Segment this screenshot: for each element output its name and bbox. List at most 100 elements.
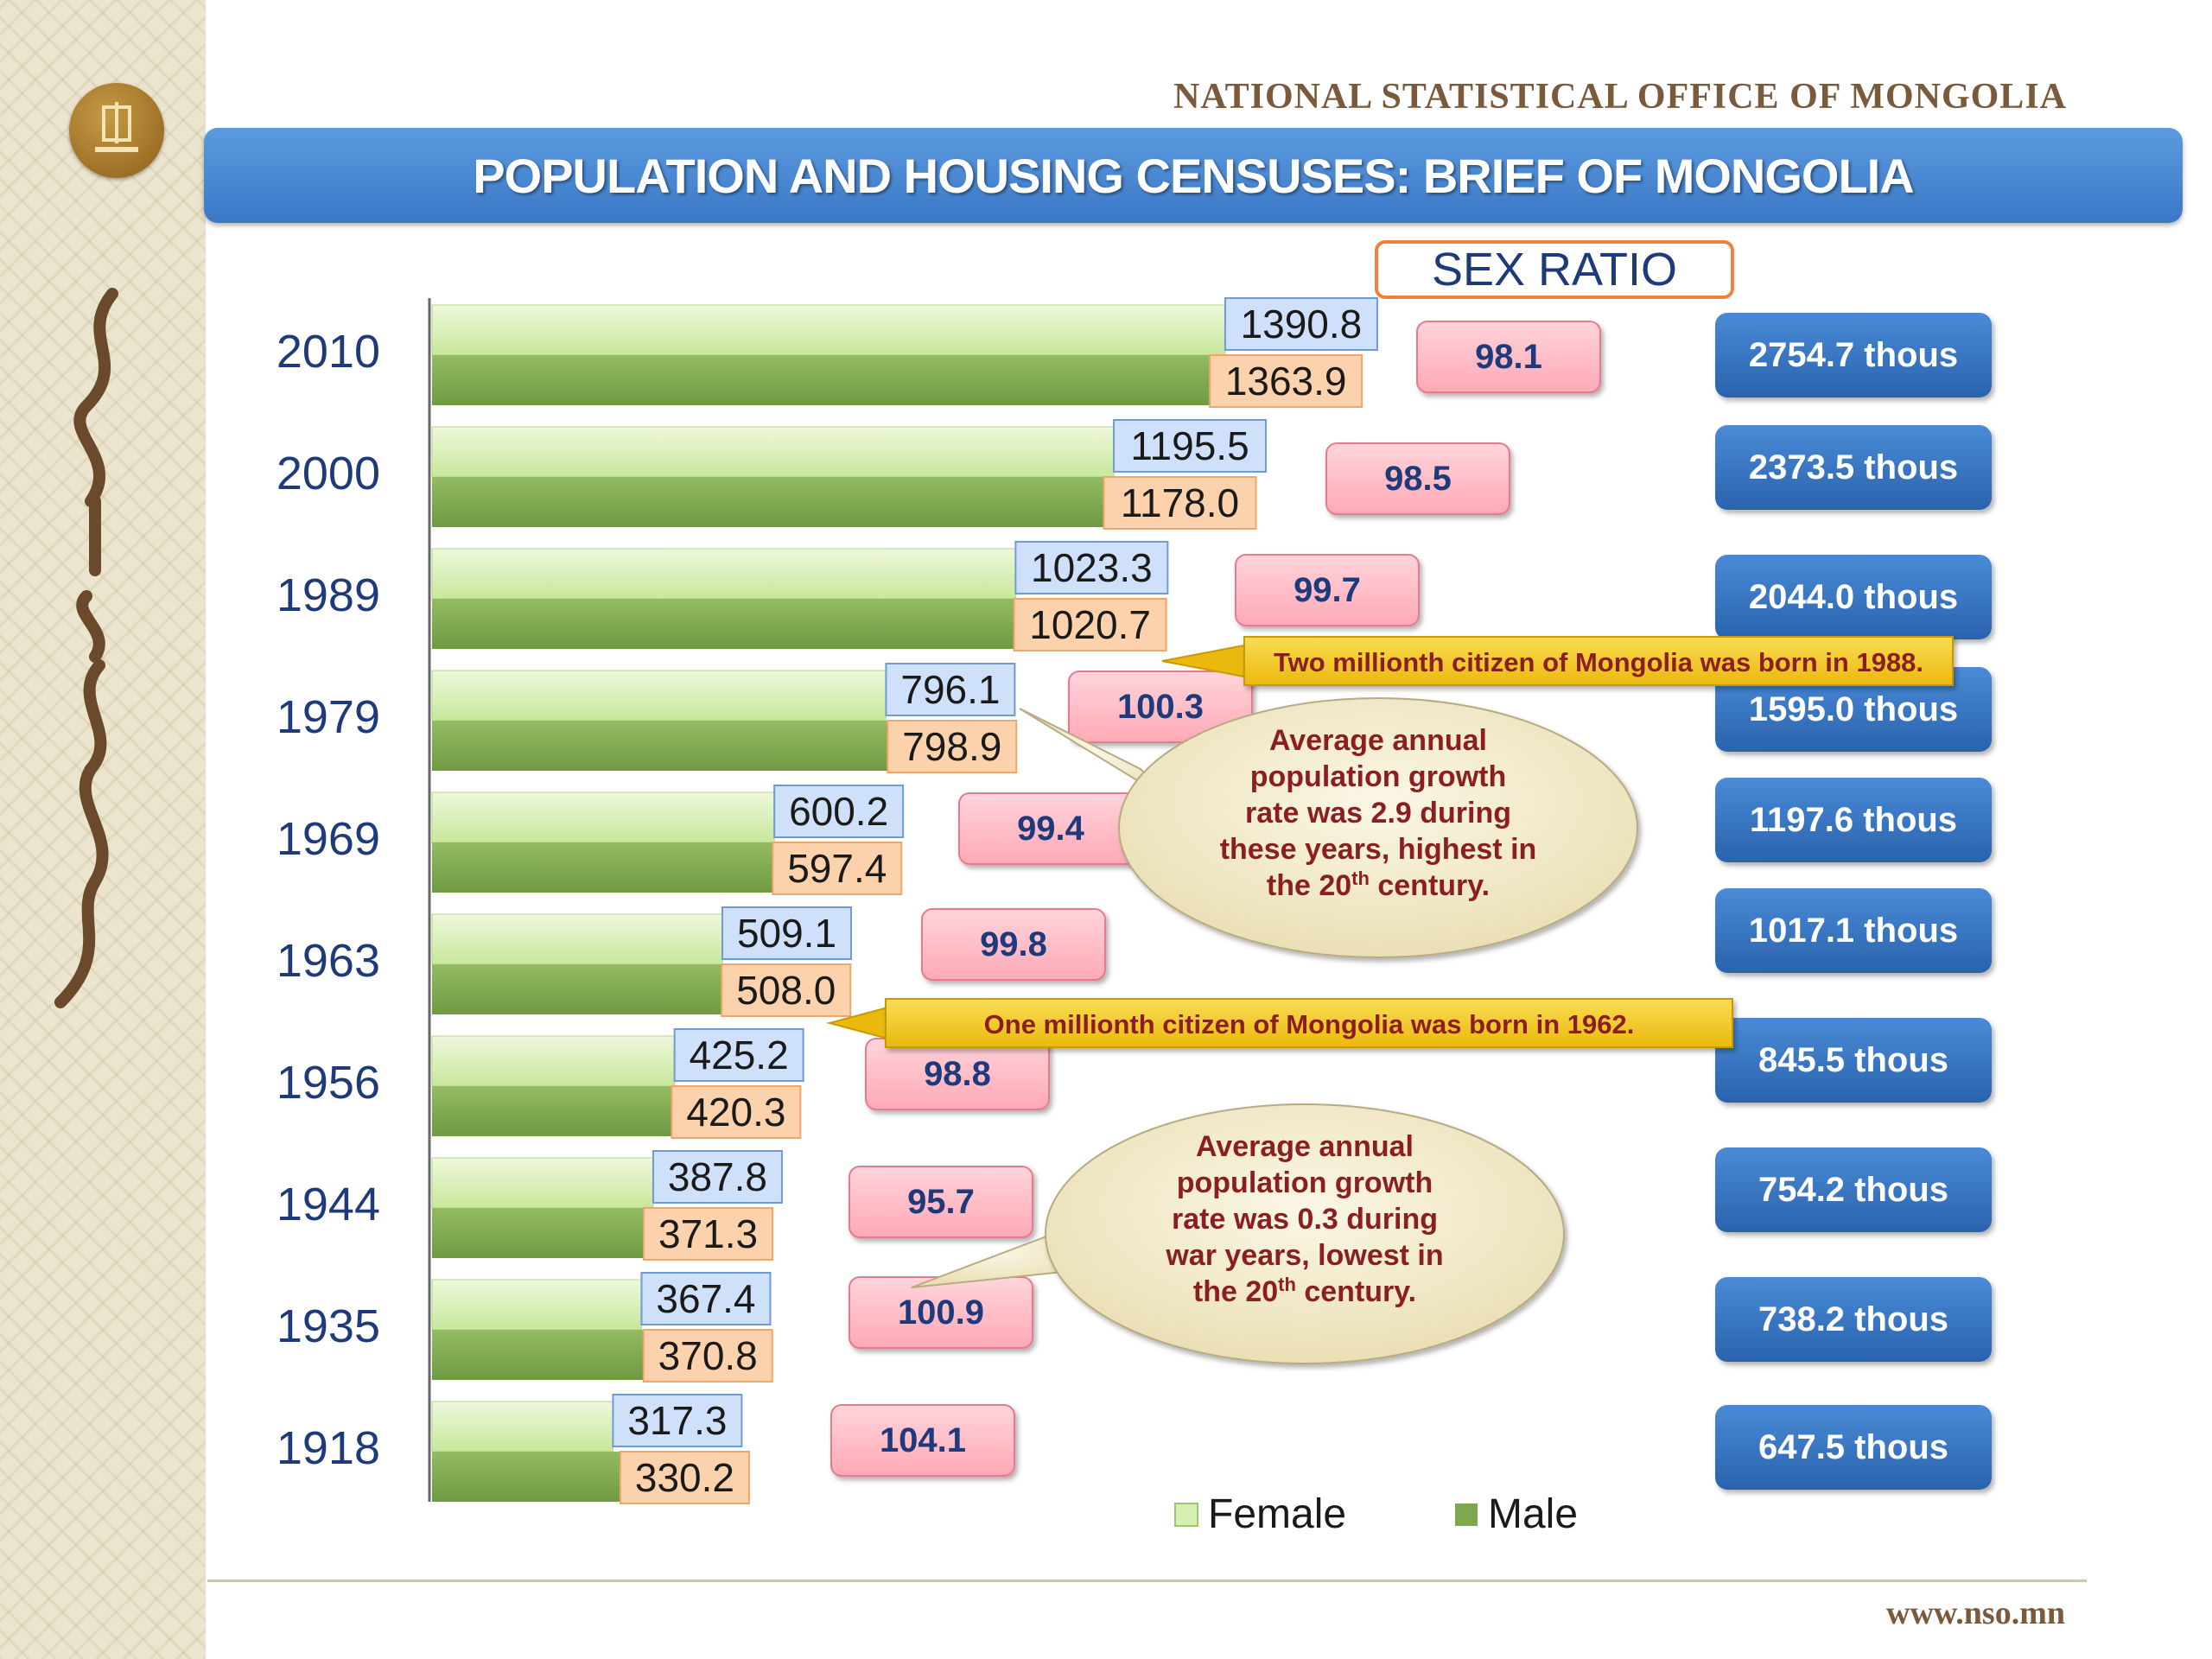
male-value-label: 798.9 [902,724,1001,769]
total-population-value: 738.2 thous [1758,1300,1948,1338]
year-label: 2010 [276,326,380,378]
male-value-box [887,720,1018,773]
total-population-value: 1595.0 thous [1749,690,1958,728]
one-millionth-callout-text: One millionth citizen of Mongolia was bo… [984,1009,1635,1039]
legend-male-swatch [1455,1503,1478,1526]
total-population-box [1715,1405,1992,1490]
low-growth-bubble-text-line: Average annual [1196,1130,1414,1163]
female-bar [431,548,1016,600]
male-value-box [643,1207,774,1261]
male-value-label: 420.3 [686,1090,785,1135]
sex-ratio-box [1325,442,1510,515]
female-bar [431,913,723,965]
title-banner: POPULATION AND HOUSING CENSUSES: BRIEF O… [204,128,2183,223]
year-label: 1935 [276,1300,380,1352]
total-population-value: 845.5 thous [1758,1041,1948,1079]
sex-ratio-value: 100.9 [898,1294,984,1332]
female-value-box [612,1394,743,1447]
female-bar [431,1279,642,1331]
female-value-box [773,785,905,838]
high-growth-bubble-text-line: these years, highest in [1220,833,1537,866]
male-value-box [671,1085,802,1139]
total-population-value: 647.5 thous [1758,1428,1948,1466]
year-label: 1956 [276,1057,380,1109]
year-label: 1969 [276,813,380,865]
total-population-box [1715,667,1992,752]
male-bar [432,964,722,1014]
female-value-label: 600.2 [789,789,888,834]
sex-ratio-value: 99.4 [1017,810,1085,848]
female-value-label: 796.1 [900,667,1000,712]
sex-ratio-title: SEX RATIO [1432,244,1677,296]
total-population-value: 1197.6 thous [1750,801,1957,839]
male-value-box [619,1451,750,1504]
sex-ratio-title-box [1375,240,1734,299]
male-value-label: 1020.7 [1029,602,1151,647]
male-bar [432,842,773,893]
male-value-box [1013,598,1167,652]
female-value-label: 317.3 [627,1398,727,1443]
male-value-label: 370.8 [658,1333,758,1378]
high-growth-bubble-text-line: the 20th century. [1267,868,1490,903]
female-value-label: 1390.8 [1241,302,1363,346]
total-population-box [1715,778,1992,862]
male-value-box [1209,354,1363,408]
male-value-label: 330.2 [635,1455,734,1500]
female-value-box [1014,541,1169,594]
legend-female-label: Female [1208,1491,1346,1537]
female-value-box [1224,297,1378,351]
year-label: 2000 [276,448,380,499]
female-bar [431,1035,676,1087]
sex-ratio-box [1416,321,1601,393]
female-value-label: 509.1 [737,911,836,956]
two-millionth-callout-bar [1243,636,1954,686]
total-population-box [1715,425,1992,510]
total-population-value: 1017.1 thous [1749,912,1958,950]
male-value-label: 508.0 [736,968,836,1013]
female-bar [431,1401,613,1452]
year-label: 1963 [276,935,380,987]
male-value-label: 1363.9 [1225,359,1347,404]
footer-divider [207,1580,2087,1582]
total-population-value: 754.2 thous [1758,1171,1948,1209]
sex-ratio-value: 98.1 [1475,338,1542,376]
sex-ratio-value: 99.7 [1294,571,1361,609]
male-bar [432,1208,645,1258]
total-population-box [1715,555,1992,639]
male-value-label: 371.3 [658,1211,758,1256]
female-value-box [721,906,853,960]
female-bar [431,1157,654,1209]
low-growth-bubble-text-line: the 20th century. [1193,1274,1416,1309]
legend-female-swatch [1174,1503,1198,1527]
year-label: 1944 [276,1179,380,1230]
male-value-box [721,963,852,1017]
sex-ratio-value: 104.1 [880,1421,966,1459]
male-value-label: 1178.0 [1121,480,1239,525]
high-growth-bubble-text-line: rate was 2.9 during [1245,797,1511,830]
female-value-box [652,1150,783,1204]
year-label: 1979 [276,691,380,743]
female-value-label: 367.4 [656,1276,755,1321]
year-label: 1918 [276,1422,380,1474]
female-value-box [885,663,1016,716]
sex-ratio-box [1068,671,1253,743]
female-value-label: 425.2 [690,1033,789,1077]
footer-url: www.nso.mn [1886,1595,2065,1631]
total-population-box [1715,313,1992,397]
male-value-box [642,1329,773,1382]
male-bar [432,599,1014,649]
female-value-box [673,1028,804,1082]
agency-name: NATIONAL STATISTICAL OFFICE OF MONGOLIA [1173,77,2067,117]
low-growth-bubble [1045,1103,1565,1364]
sex-ratio-box [921,908,1106,981]
male-value-box [772,842,903,895]
two-millionth-callout-text: Two millionth citizen of Mongolia was bo… [1274,647,1923,677]
high-growth-bubble-text-line: population growth [1250,760,1507,793]
female-bar [431,304,1226,356]
nso-emblem-icon [69,83,164,178]
low-growth-bubble-text-line: rate was 0.3 during [1172,1203,1438,1236]
sex-ratio-value: 100.3 [1117,688,1204,726]
female-value-box [1113,419,1268,473]
total-population-value: 2754.7 thous [1749,336,1958,374]
